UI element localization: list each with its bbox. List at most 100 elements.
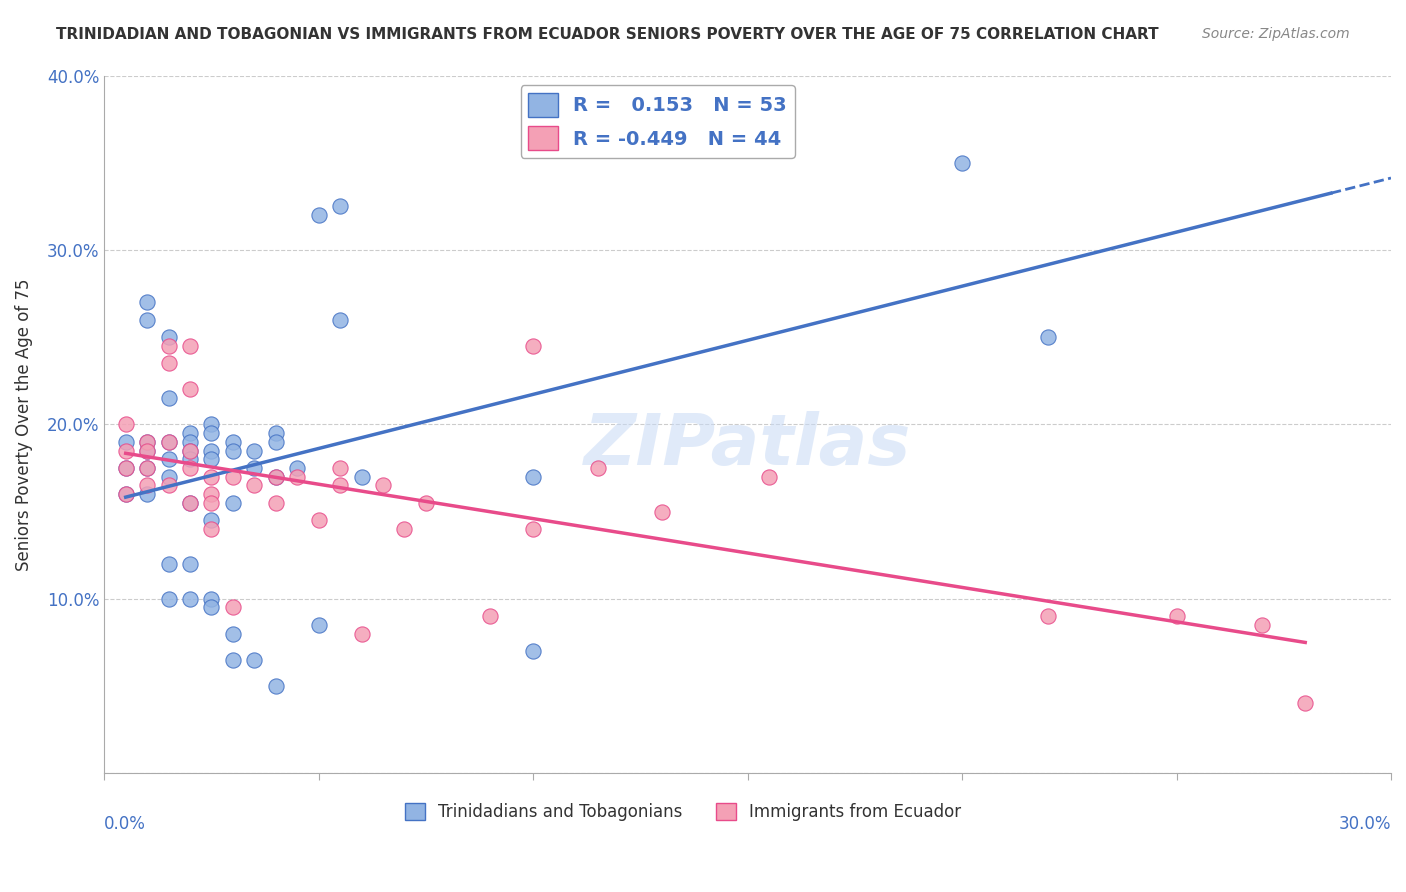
Point bbox=[522, 469, 544, 483]
Point bbox=[114, 417, 136, 432]
Point bbox=[586, 461, 609, 475]
Text: Source: ZipAtlas.com: Source: ZipAtlas.com bbox=[1202, 27, 1350, 41]
Point bbox=[157, 434, 180, 449]
Legend: Trinidadians and Tobagonians, Immigrants from Ecuador: Trinidadians and Tobagonians, Immigrants… bbox=[398, 797, 969, 828]
Point bbox=[114, 487, 136, 501]
Point bbox=[179, 557, 201, 571]
Point bbox=[179, 443, 201, 458]
Y-axis label: Seniors Poverty Over the Age of 75: Seniors Poverty Over the Age of 75 bbox=[15, 278, 32, 571]
Point bbox=[136, 434, 159, 449]
Point bbox=[479, 609, 502, 624]
Point bbox=[200, 469, 222, 483]
Point bbox=[157, 591, 180, 606]
Point bbox=[350, 626, 373, 640]
Point bbox=[136, 478, 159, 492]
Point bbox=[758, 469, 780, 483]
Point bbox=[157, 339, 180, 353]
Point bbox=[243, 478, 266, 492]
Point bbox=[371, 478, 394, 492]
Point bbox=[114, 487, 136, 501]
Point bbox=[157, 356, 180, 370]
Point bbox=[308, 513, 330, 527]
Text: ZIPatlas: ZIPatlas bbox=[583, 411, 911, 480]
Point bbox=[114, 461, 136, 475]
Point bbox=[200, 496, 222, 510]
Point bbox=[243, 653, 266, 667]
Point bbox=[222, 434, 245, 449]
Point bbox=[329, 199, 352, 213]
Point bbox=[1294, 697, 1316, 711]
Point bbox=[222, 469, 245, 483]
Point bbox=[200, 600, 222, 615]
Point bbox=[179, 496, 201, 510]
Point bbox=[136, 443, 159, 458]
Point bbox=[1251, 618, 1274, 632]
Point bbox=[179, 452, 201, 467]
Point bbox=[200, 417, 222, 432]
Point bbox=[285, 461, 308, 475]
Point bbox=[222, 653, 245, 667]
Text: 30.0%: 30.0% bbox=[1339, 815, 1391, 833]
Point bbox=[1166, 609, 1188, 624]
Point bbox=[243, 443, 266, 458]
Point bbox=[394, 522, 416, 536]
Point bbox=[114, 443, 136, 458]
Point bbox=[136, 487, 159, 501]
Point bbox=[329, 461, 352, 475]
Point bbox=[200, 591, 222, 606]
Point bbox=[157, 391, 180, 405]
Point bbox=[179, 496, 201, 510]
Point bbox=[179, 461, 201, 475]
Point bbox=[522, 522, 544, 536]
Point bbox=[136, 443, 159, 458]
Text: 0.0%: 0.0% bbox=[104, 815, 146, 833]
Point bbox=[522, 644, 544, 658]
Point bbox=[179, 591, 201, 606]
Point bbox=[114, 461, 136, 475]
Point bbox=[264, 496, 287, 510]
Point bbox=[157, 557, 180, 571]
Point bbox=[200, 452, 222, 467]
Point bbox=[157, 330, 180, 344]
Point bbox=[179, 434, 201, 449]
Point bbox=[1036, 330, 1059, 344]
Point bbox=[243, 461, 266, 475]
Point bbox=[415, 496, 437, 510]
Point bbox=[179, 426, 201, 441]
Point bbox=[329, 312, 352, 326]
Point bbox=[200, 443, 222, 458]
Point bbox=[136, 434, 159, 449]
Point bbox=[264, 679, 287, 693]
Point bbox=[200, 522, 222, 536]
Point bbox=[136, 295, 159, 310]
Point bbox=[329, 478, 352, 492]
Point bbox=[264, 469, 287, 483]
Point bbox=[308, 618, 330, 632]
Point bbox=[693, 138, 716, 153]
Point bbox=[264, 426, 287, 441]
Point bbox=[136, 461, 159, 475]
Point bbox=[200, 487, 222, 501]
Point bbox=[522, 339, 544, 353]
Point bbox=[179, 443, 201, 458]
Point bbox=[1036, 609, 1059, 624]
Point bbox=[264, 469, 287, 483]
Point bbox=[222, 443, 245, 458]
Point bbox=[222, 496, 245, 510]
Point bbox=[285, 469, 308, 483]
Point bbox=[308, 208, 330, 222]
Point bbox=[157, 478, 180, 492]
Point bbox=[157, 469, 180, 483]
Point bbox=[264, 434, 287, 449]
Point bbox=[114, 434, 136, 449]
Point bbox=[200, 426, 222, 441]
Point bbox=[157, 434, 180, 449]
Point bbox=[179, 339, 201, 353]
Point bbox=[179, 383, 201, 397]
Text: TRINIDADIAN AND TOBAGONIAN VS IMMIGRANTS FROM ECUADOR SENIORS POVERTY OVER THE A: TRINIDADIAN AND TOBAGONIAN VS IMMIGRANTS… bbox=[56, 27, 1159, 42]
Point bbox=[200, 513, 222, 527]
Point bbox=[157, 452, 180, 467]
Point bbox=[136, 461, 159, 475]
Point bbox=[950, 155, 973, 169]
Point bbox=[222, 600, 245, 615]
